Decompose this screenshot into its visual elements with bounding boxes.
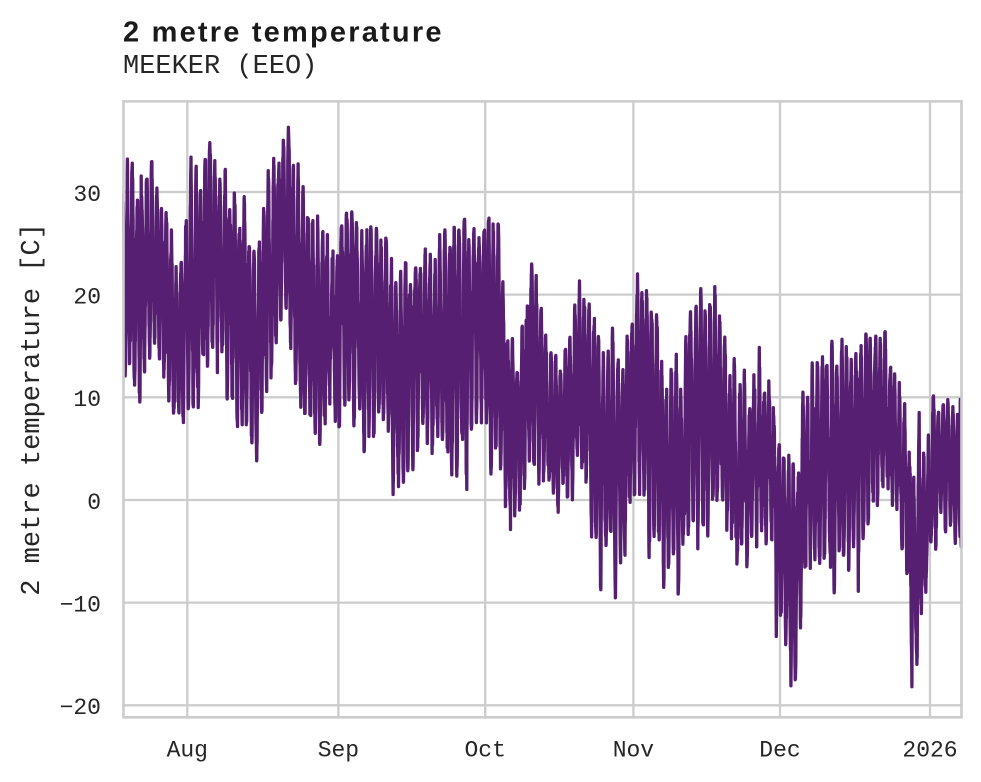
svg-text:30: 30 xyxy=(73,182,101,208)
svg-text:MEEKER (EEO): MEEKER (EEO) xyxy=(123,52,317,82)
svg-text:−10: −10 xyxy=(60,593,101,619)
svg-text:20: 20 xyxy=(73,285,101,311)
svg-text:10: 10 xyxy=(73,387,101,413)
svg-text:Dec: Dec xyxy=(759,737,800,763)
svg-text:−20: −20 xyxy=(60,695,101,721)
svg-text:Oct: Oct xyxy=(464,737,505,763)
svg-text:Aug: Aug xyxy=(167,737,208,763)
svg-text:2 metre temperature: 2 metre temperature xyxy=(123,17,444,49)
svg-text:0: 0 xyxy=(87,490,101,516)
svg-text:Nov: Nov xyxy=(613,737,655,763)
svg-text:2 metre temperature [C]: 2 metre temperature [C] xyxy=(18,223,48,596)
svg-text:Sep: Sep xyxy=(318,737,359,763)
svg-text:2026: 2026 xyxy=(902,737,957,763)
